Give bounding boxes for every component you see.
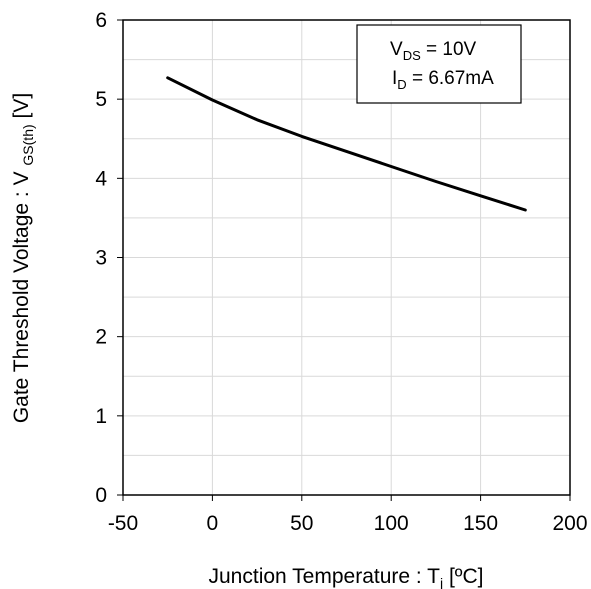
x-tick-label: 150 [463, 512, 498, 535]
y-tick-label: 1 [95, 405, 107, 428]
x-tick-label: 200 [552, 512, 587, 535]
y-tick-label: 2 [95, 326, 107, 349]
x-tick-label: 0 [207, 512, 219, 535]
y-tick-label: 5 [95, 88, 107, 111]
annotation-line-id: ID = 6.67mA [392, 68, 494, 92]
annotation-id-value: = 6.67mA [407, 68, 494, 89]
x-axis-title-unit: [ºC] [443, 565, 483, 588]
y-axis-title-unit: [V] [10, 93, 33, 125]
annotation-vds-value: = 10V [421, 39, 477, 60]
annotation-vds-subscript: DS [403, 48, 421, 63]
annotation-id-subscript: D [397, 77, 406, 92]
annotation-vds-symbol: V [390, 39, 403, 60]
annotation-line-vds: VDS = 10V [390, 39, 477, 63]
x-tick-label: -50 [108, 512, 138, 535]
y-axis-title-main: Gate Threshold Voltage : V [10, 166, 33, 424]
x-axis-title-main: Junction Temperature : T [209, 565, 441, 588]
y-tick-label: 3 [95, 247, 107, 270]
y-axis-title: Gate Threshold Voltage : V GS(th) [V] [10, 93, 36, 423]
y-axis-title-subscript: GS(th) [20, 124, 36, 165]
x-tick-label: 50 [290, 512, 313, 535]
annotation-id-symbol: I [392, 68, 397, 89]
data-series [166, 76, 527, 212]
series-line [166, 76, 527, 212]
x-axis-title: Junction Temperature : Tj [ºC] [209, 565, 484, 589]
annotation-box: VDS = 10V ID = 6.67mA [356, 24, 522, 104]
y-tick-label: 4 [95, 167, 107, 190]
x-axis-title-subscript: j [439, 575, 443, 589]
x-tick-label: 100 [374, 512, 409, 535]
y-tick-label: 0 [95, 484, 107, 507]
annotation-box-frame [356, 24, 522, 104]
y-tick-label: 6 [95, 9, 107, 32]
